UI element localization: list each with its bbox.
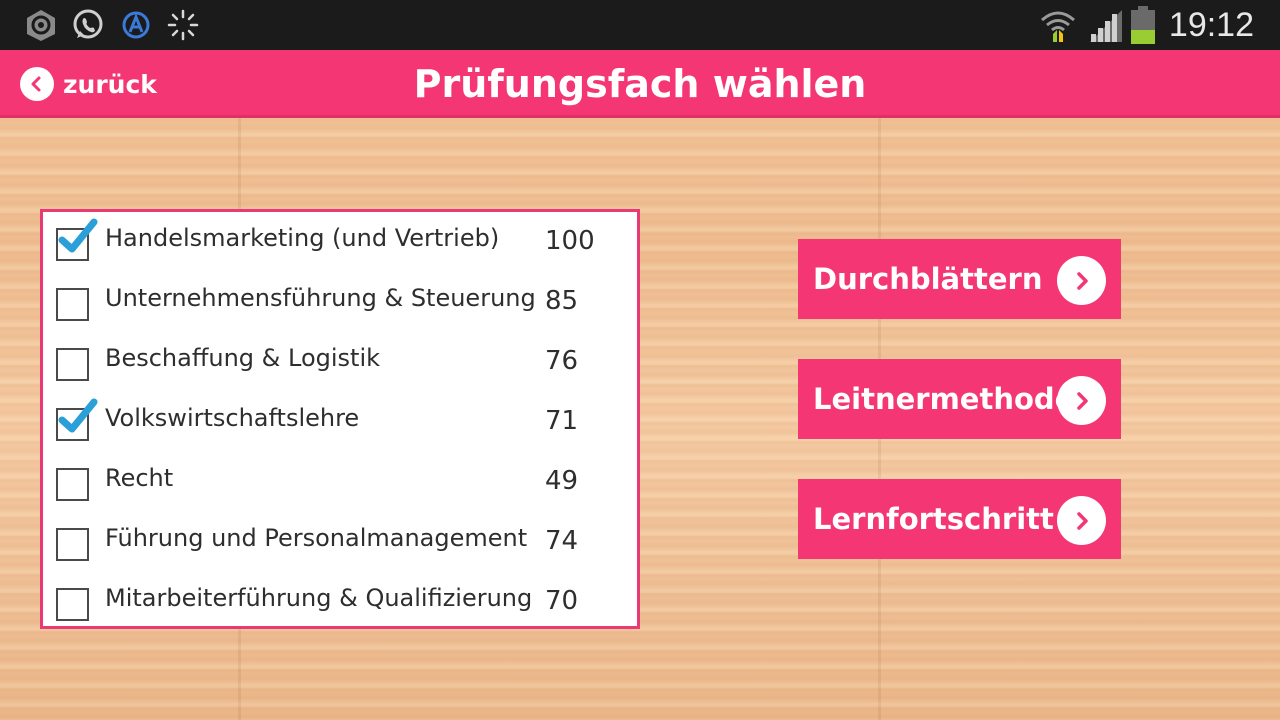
wifi-icon bbox=[1041, 11, 1075, 42]
chevron-right-icon bbox=[1057, 376, 1106, 425]
subject-count: 85 bbox=[545, 286, 579, 316]
chevron-left-icon bbox=[20, 67, 54, 101]
chevron-right-icon bbox=[1057, 496, 1106, 545]
clock-time: 19:12 bbox=[1168, 6, 1254, 44]
subject-label: Beschaffung & Logistik bbox=[105, 344, 381, 372]
subject-label: Mitarbeiterführung & Qualifizierung bbox=[105, 584, 533, 612]
app-icon bbox=[122, 11, 150, 39]
app-header: Prüfungsfach wählen zurück bbox=[0, 50, 1280, 118]
subject-checkbox[interactable] bbox=[56, 348, 89, 381]
back-button[interactable]: zurück bbox=[20, 64, 157, 104]
whatsapp-icon bbox=[73, 9, 103, 39]
subject-list: Handelsmarketing (und Vertrieb) 100 Unte… bbox=[40, 209, 640, 629]
browse-button-label: Durchblättern bbox=[813, 262, 1043, 296]
subject-label: Unternehmensführung & Steuerung bbox=[105, 284, 536, 312]
subject-count: 70 bbox=[545, 586, 579, 616]
subject-row[interactable]: Beschaffung & Logistik 76 bbox=[43, 332, 637, 392]
subject-label: Recht bbox=[105, 464, 174, 492]
subject-row[interactable]: Recht 49 bbox=[43, 452, 637, 512]
subject-label: Volkswirtschaftslehre bbox=[105, 404, 360, 432]
status-bar: 19:12 bbox=[0, 0, 1280, 50]
subject-count: 76 bbox=[545, 346, 579, 376]
chevron-right-icon bbox=[1057, 256, 1106, 305]
leitner-method-button-label: Leitnermethode bbox=[813, 382, 1075, 416]
subject-row[interactable]: Mitarbeiterführung & Qualifizierung 70 bbox=[43, 572, 637, 632]
subject-checkbox[interactable] bbox=[56, 528, 89, 561]
subject-count: 71 bbox=[545, 406, 579, 436]
subject-row[interactable]: Führung und Personalmanagement 74 bbox=[43, 512, 637, 572]
subject-row[interactable]: Unternehmensführung & Steuerung 85 bbox=[43, 272, 637, 332]
signal-icon bbox=[1090, 10, 1122, 42]
subject-checkbox[interactable] bbox=[56, 288, 89, 321]
loading-spinner-icon bbox=[167, 9, 199, 41]
subject-label: Handelsmarketing (und Vertrieb) bbox=[105, 224, 500, 252]
page-title: Prüfungsfach wählen bbox=[413, 62, 867, 106]
subject-row[interactable]: Handelsmarketing (und Vertrieb) 100 bbox=[43, 212, 637, 272]
subject-checkbox[interactable] bbox=[56, 468, 89, 501]
browse-button[interactable]: Durchblättern bbox=[798, 239, 1121, 319]
subject-checkbox[interactable] bbox=[56, 398, 98, 441]
subject-count: 74 bbox=[545, 526, 579, 556]
checkmark-icon bbox=[58, 398, 98, 433]
subject-label: Führung und Personalmanagement bbox=[105, 524, 528, 552]
subject-row[interactable]: Volkswirtschaftslehre 71 bbox=[43, 392, 637, 452]
subject-checkbox[interactable] bbox=[56, 218, 98, 261]
subject-checkbox[interactable] bbox=[56, 588, 89, 621]
back-label: zurück bbox=[63, 69, 157, 99]
battery-icon bbox=[1131, 6, 1155, 44]
android-notification-icon bbox=[27, 10, 55, 41]
leitner-method-button[interactable]: Leitnermethode bbox=[798, 359, 1121, 439]
subject-count: 100 bbox=[545, 226, 595, 256]
subject-count: 49 bbox=[545, 466, 579, 496]
checkmark-icon bbox=[58, 218, 98, 253]
learning-progress-button[interactable]: Lernfortschritt bbox=[798, 479, 1121, 559]
learning-progress-button-label: Lernfortschritt bbox=[813, 502, 1054, 536]
